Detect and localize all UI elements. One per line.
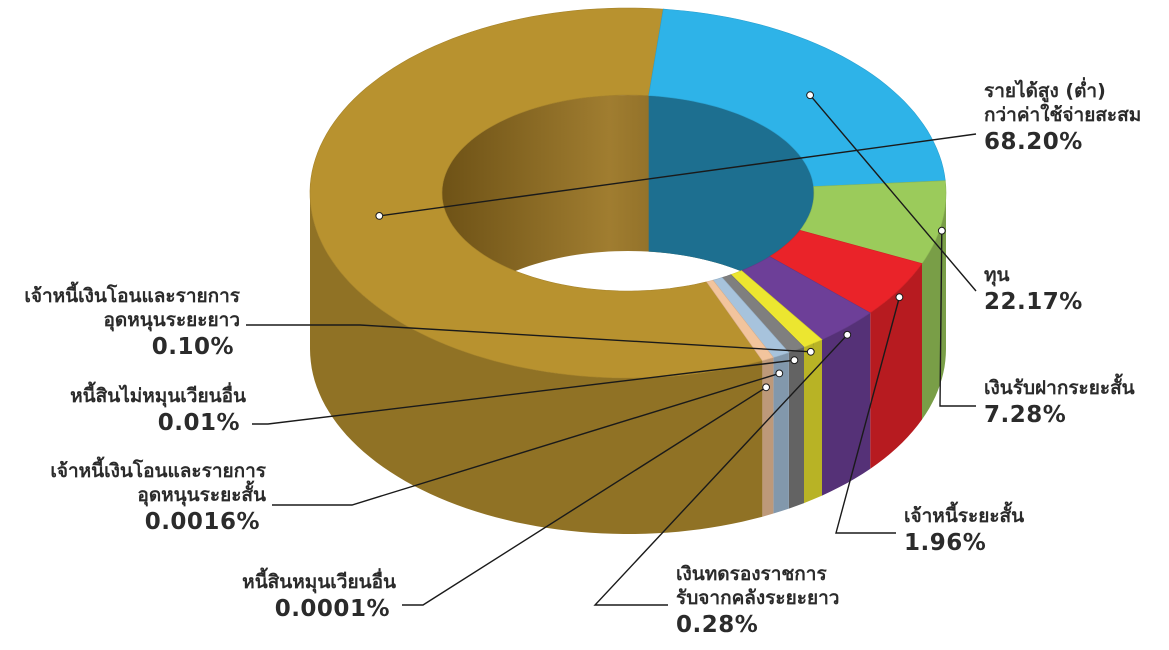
slice-percent: 1.96%	[904, 529, 987, 556]
slice-name-line: รับจากคลังระยะยาว	[676, 586, 840, 609]
leader-dot-lt-transfer	[806, 347, 815, 356]
slice-name-line: ทุน	[984, 264, 1010, 286]
slice-percent: 0.01%	[157, 409, 240, 436]
leader-line-deposit	[939, 230, 976, 407]
slice-percent: 22.17%	[984, 288, 1083, 315]
leader-dot-st-transfer	[775, 369, 784, 378]
leader-line-st-transfer	[272, 372, 780, 506]
slice-side-lt-transfer	[804, 339, 822, 504]
slice-percent: 7.28%	[984, 401, 1067, 428]
slice-label-current-other: หนี้สินหมุนเวียนอื่น 0.0001%	[0, 571, 396, 624]
slice-name-line: หนี้สินหมุนเวียนอื่น	[242, 571, 396, 593]
slice-name-line: อุดหนุนระยะยาว	[103, 308, 240, 331]
leader-dot-accum	[375, 212, 384, 220]
slice-label-accum: รายได้สูง (ต่ำ) กว่าค่าใช้จ่ายสะสม 68.20%	[984, 80, 1141, 156]
slice-percent: 0.0001%	[274, 595, 390, 622]
slice-percent: 0.10%	[151, 333, 234, 360]
slice-label-noncurrent-other: หนี้สินไม่หมุนเวียนอื่น 0.01%	[0, 385, 246, 438]
slice-name-line: เจ้าหนี้ระยะสั้น	[904, 505, 1025, 527]
leader-line-advance	[593, 334, 848, 606]
slice-label-st-payable: เจ้าหนี้ระยะสั้น 1.96%	[904, 505, 1024, 558]
slice-side-accum	[310, 193, 763, 534]
leader-dot-st-payable	[895, 293, 904, 302]
leader-dot-advance	[843, 330, 852, 339]
leader-line-lt-transfer	[246, 324, 811, 353]
slice-name-line: กว่าค่าใช้จ่ายสะสม	[984, 103, 1142, 126]
slice-label-deposit: เงินรับฝากระยะสั้น 7.28%	[984, 377, 1135, 430]
leader-line-current-other	[402, 386, 767, 606]
leader-dot-deposit	[937, 226, 946, 235]
slice-side-advance	[822, 312, 871, 496]
leader-line-capital	[809, 94, 977, 292]
slice-percent: 68.20%	[984, 128, 1083, 155]
slice-label-capital: ทุน 22.17%	[984, 264, 1083, 317]
slice-percent: 0.28%	[676, 611, 759, 638]
leader-dot-noncurrent-other	[790, 356, 799, 365]
slice-name-line: หนี้สินไม่หมุนเวียนอื่น	[70, 385, 246, 407]
slice-name-line: เงินทดรองราชการ	[676, 563, 827, 585]
slice-name-line: เจ้าหนี้เงินโอนและรายการ	[24, 285, 240, 307]
slice-name-line: อุดหนุนระยะสั้น	[137, 483, 266, 506]
slice-side-noncurrent-other	[788, 347, 804, 509]
leader-line-accum	[379, 133, 977, 217]
slice-side-st-transfer	[773, 352, 789, 514]
slice-label-lt-transfer: เจ้าหนี้เงินโอนและรายการ อุดหนุนระยะยาว 0.…	[0, 285, 240, 361]
slice-top-current-other	[706, 279, 774, 362]
slice-label-advance: เงินทดรองราชการ รับจากคลังระยะยาว 0.28%	[676, 563, 839, 639]
slice-label-st-transfer: เจ้าหนี้เงินโอนและรายการ อุดหนุนระยะสั้น 0…	[0, 460, 266, 536]
leader-dot-capital	[806, 91, 814, 100]
slice-side-current-other	[762, 357, 774, 517]
slice-side-st-payable	[870, 263, 922, 469]
slice-name-line: เจ้าหนี้เงินโอนและรายการ	[50, 460, 266, 482]
leader-line-st-payable	[835, 297, 901, 534]
leader-line-noncurrent-other	[252, 359, 795, 425]
slice-name-line: เงินรับฝากระยะสั้น	[984, 377, 1135, 399]
slice-name-line: รายได้สูง (ต่ำ)	[984, 80, 1106, 102]
leader-dot-current-other	[762, 383, 770, 392]
slice-percent: 0.0016%	[144, 508, 260, 535]
